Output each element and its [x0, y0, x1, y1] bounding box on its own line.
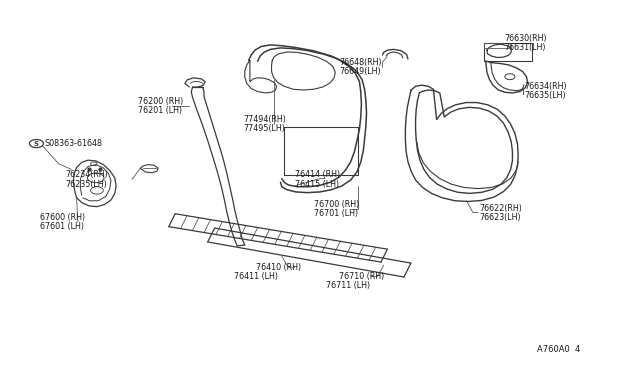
Text: 76648(RH): 76648(RH)	[339, 58, 381, 67]
Text: 76414 (RH): 76414 (RH)	[294, 170, 340, 179]
Text: 76411 (LH): 76411 (LH)	[234, 272, 278, 281]
Text: 76634(RH): 76634(RH)	[524, 82, 566, 91]
Text: 76200 (RH): 76200 (RH)	[138, 97, 184, 106]
Text: S08363-61648: S08363-61648	[45, 139, 102, 148]
Text: 77495(LH): 77495(LH)	[244, 124, 285, 133]
Text: A760A0  4: A760A0 4	[537, 345, 580, 354]
Text: 76701 (LH): 76701 (LH)	[314, 209, 358, 218]
Text: 76415 (LH): 76415 (LH)	[294, 180, 339, 189]
Text: 76410 (RH): 76410 (RH)	[256, 263, 301, 272]
Text: 67601 (LH): 67601 (LH)	[40, 222, 84, 231]
Text: 76700 (RH): 76700 (RH)	[314, 200, 359, 209]
Text: 76631(LH): 76631(LH)	[505, 43, 547, 52]
Text: 76623(LH): 76623(LH)	[479, 213, 521, 222]
Text: 76235(LH): 76235(LH)	[65, 180, 107, 189]
Text: 76622(RH): 76622(RH)	[479, 203, 522, 213]
Text: 76711 (LH): 76711 (LH)	[326, 281, 371, 290]
Text: 77494(RH): 77494(RH)	[244, 115, 287, 124]
Text: 76630(RH): 76630(RH)	[505, 34, 547, 43]
Text: 76201 (LH): 76201 (LH)	[138, 106, 182, 115]
Text: 76649(LH): 76649(LH)	[339, 67, 381, 76]
Text: S: S	[34, 141, 39, 147]
Text: 76234(RH): 76234(RH)	[65, 170, 108, 179]
Text: 76635(LH): 76635(LH)	[524, 91, 566, 100]
Text: 76710 (RH): 76710 (RH)	[339, 272, 385, 281]
Bar	[484, 44, 532, 61]
Text: 67600 (RH): 67600 (RH)	[40, 213, 84, 222]
